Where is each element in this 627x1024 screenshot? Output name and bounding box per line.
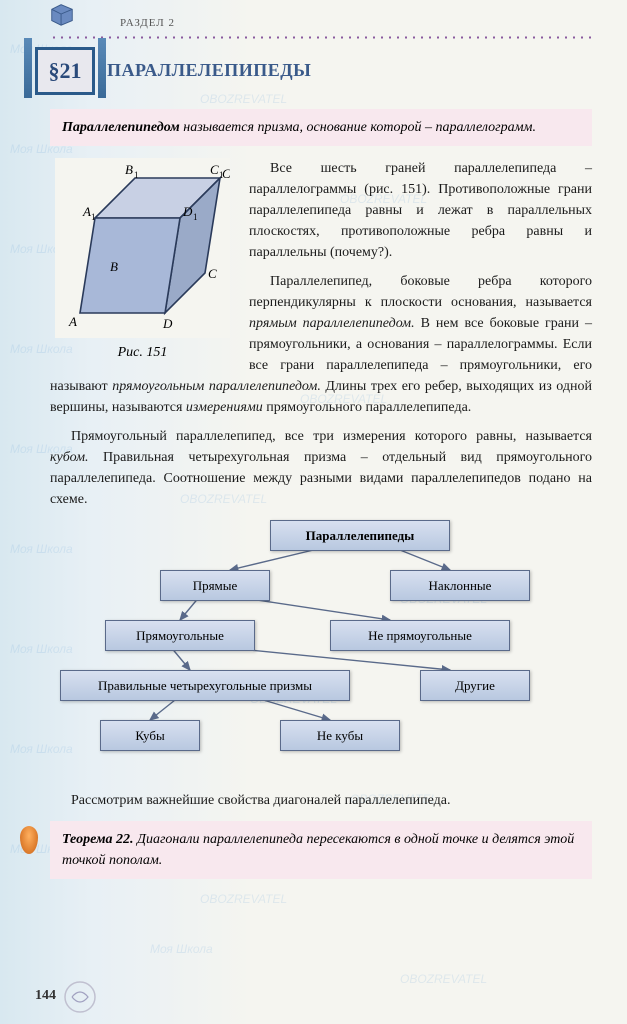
diagram-node-n4: Прямоугольные [105,620,255,652]
svg-text:A: A [82,204,91,219]
svg-text:A: A [68,314,77,329]
chapter-badge: §21 [35,47,95,95]
definition-box: Параллелепипедом называется призма, осно… [50,109,592,146]
svg-text:C: C [208,266,217,281]
diagram-node-n1: Параллелепипеды [270,520,450,552]
page-number: 144 [35,985,56,1006]
svg-text:1: 1 [219,170,224,180]
svg-text:1: 1 [134,170,139,180]
theorem-box: Теорема 22. Диагонали параллелепипеда пе… [50,821,592,879]
diagram-node-n9: Не кубы [280,720,400,752]
diagram-node-n6: Правильные четырехугольные призмы [60,670,350,702]
svg-text:C: C [210,162,219,177]
svg-text:B: B [110,259,118,274]
definition-text: называется призма, основание которой – п… [180,120,536,135]
theorem-label: Теорема 22. [62,832,134,847]
diagram-node-n2: Прямые [160,570,270,602]
figure-caption: Рис. 151 [50,342,235,363]
diagram-node-n7: Другие [420,670,530,702]
chapter-title: ПАРАЛЛЕЛЕПИПЕДЫ [107,57,311,84]
svg-text:D: D [182,204,193,219]
paragraph-4: Рассмотрим важнейшие свойства диагоналей… [50,790,592,811]
parallelepiped-svg: A1 B1 C C1 D1 A B C D [55,158,230,338]
theorem-text: Диагонали параллелепипеда пересекаются в… [62,832,574,868]
figure-151: A1 B1 C C1 D1 A B C D Рис. 151 [50,158,235,363]
paragraph-3: Прямоугольный параллелепипед, все три из… [50,426,592,510]
svg-text:1: 1 [193,212,198,222]
page-content: РАЗДЕЛ 2 §21 ПАРАЛЛЕЛЕПИПЕДЫ Параллелепи… [0,0,627,1024]
diagram-node-n3: Наклонные [390,570,530,602]
page-number-swirl-icon [60,979,110,1014]
diagram-node-n8: Кубы [100,720,200,752]
chapter-number: §21 [49,54,82,87]
diagram-node-n5: Не прямоугольные [330,620,510,652]
svg-text:D: D [162,316,173,331]
svg-text:1: 1 [91,212,96,222]
svg-text:B: B [125,162,133,177]
dots-divider [50,36,592,39]
definition-term: Параллелепипедом [62,120,180,135]
classification-diagram: ПараллелепипедыПрямые Наклонные Прямоуголь… [50,520,592,780]
section-label: РАЗДЕЛ 2 [120,15,592,32]
